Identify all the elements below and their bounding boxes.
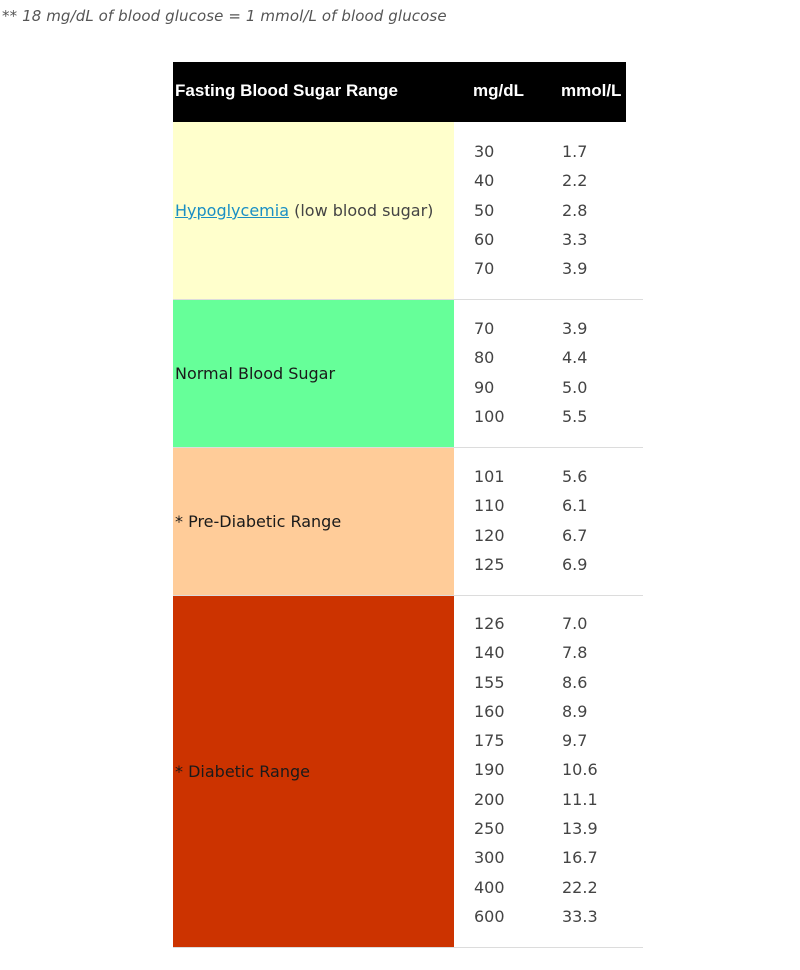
- value-row: 400 22.2: [474, 873, 644, 902]
- conversion-note: ** 18 mg/dL of blood glucose = 1 mmol/L …: [2, 7, 447, 25]
- mg-value: 190: [474, 760, 505, 780]
- value-row: 80 4.4: [474, 343, 644, 372]
- mmol-value: 7.8: [562, 643, 588, 663]
- mg-value: 30: [474, 142, 495, 161]
- value-row: 110 6.1: [474, 491, 644, 520]
- header-range: Fasting Blood Sugar Range: [175, 81, 398, 100]
- mmol-value: 4.4: [562, 348, 588, 368]
- mg-value: 160: [474, 701, 505, 721]
- range-label-cell: Hypoglycemia (low blood sugar): [173, 122, 454, 299]
- mg-value: 70: [474, 319, 495, 338]
- mmol-value: 5.6: [562, 467, 588, 486]
- mg-value: 126: [474, 614, 505, 633]
- range-label-cell: * Pre-Diabetic Range: [173, 448, 454, 595]
- value-row: 190 10.6: [474, 755, 644, 784]
- mmol-value: 3.3: [562, 229, 588, 249]
- value-row: 70 3.9: [474, 314, 644, 343]
- mmol-value: 3.9: [562, 259, 588, 279]
- mmol-value: 3.9: [562, 319, 588, 338]
- mmol-value: 16.7: [562, 848, 598, 868]
- mmol-value: 22.2: [562, 877, 598, 897]
- mg-value: 140: [474, 643, 505, 663]
- range-label-cell: Normal Blood Sugar: [173, 300, 454, 447]
- mg-value: 60: [474, 229, 495, 249]
- mg-value: 110: [474, 496, 505, 516]
- value-row: 155 8.6: [474, 668, 644, 697]
- mg-value: 300: [474, 848, 505, 868]
- range-label: * Diabetic Range: [175, 762, 310, 781]
- mmol-value: 11.1: [562, 789, 598, 809]
- value-row: 70 3.9: [474, 254, 644, 283]
- mg-value: 80: [474, 348, 495, 368]
- value-row: 40 2.2: [474, 166, 644, 195]
- value-row: 160 8.9: [474, 697, 644, 726]
- blood-sugar-table: Fasting Blood Sugar Range mg/dL mmol/L H…: [173, 62, 653, 948]
- hypoglycemia-link[interactable]: Hypoglycemia: [175, 201, 289, 220]
- header-mg-dl: mg/dL: [473, 81, 524, 100]
- header-mmol-l: mmol/L: [561, 81, 622, 100]
- mmol-value: 9.7: [562, 731, 588, 751]
- mmol-value: 8.6: [562, 672, 588, 692]
- value-row: 600 33.3: [474, 902, 644, 931]
- value-row: 175 9.7: [474, 726, 644, 755]
- mmol-value: 6.9: [562, 554, 588, 574]
- mg-value: 101: [474, 467, 505, 486]
- value-row: 100 5.5: [474, 402, 644, 431]
- value-row: 101 5.6: [474, 462, 644, 491]
- mg-value: 175: [474, 731, 505, 751]
- mmol-value: 8.9: [562, 701, 588, 721]
- value-row: 90 5.0: [474, 373, 644, 402]
- mg-value: 120: [474, 525, 505, 545]
- values-list: 70 3.9 80 4.4 90 5.0 100 5.5: [474, 314, 644, 431]
- range-normal: Normal Blood Sugar 70 3.9 80 4.4 90 5.0 100…: [173, 300, 643, 448]
- mmol-value: 5.5: [562, 406, 588, 426]
- range-pre-diabetic: * Pre-Diabetic Range 101 5.6 110 6.1 120 6.…: [173, 448, 643, 596]
- range-diabetic: * Diabetic Range 126 7.0 140 7.8 155 8.6 16…: [173, 596, 643, 948]
- mmol-value: 33.3: [562, 906, 598, 926]
- mg-value: 400: [474, 877, 505, 897]
- mg-value: 100: [474, 406, 505, 426]
- table-header: Fasting Blood Sugar Range mg/dL mmol/L: [173, 62, 626, 122]
- mg-value: 50: [474, 200, 495, 220]
- values-list: 30 1.7 40 2.2 50 2.8 60 3.3 70 3.9: [474, 137, 644, 283]
- mg-value: 600: [474, 906, 505, 926]
- value-row: 120 6.7: [474, 521, 644, 550]
- range-label-cell: * Diabetic Range: [173, 596, 454, 947]
- mg-value: 155: [474, 672, 505, 692]
- mg-value: 125: [474, 554, 505, 574]
- values-list: 101 5.6 110 6.1 120 6.7 125 6.9: [474, 462, 644, 579]
- range-label: * Pre-Diabetic Range: [175, 512, 342, 531]
- mmol-value: 6.1: [562, 496, 588, 516]
- value-row: 250 13.9: [474, 814, 644, 843]
- mmol-value: 1.7: [562, 142, 588, 161]
- mmol-value: 13.9: [562, 819, 598, 839]
- value-row: 50 2.8: [474, 196, 644, 225]
- range-label: Normal Blood Sugar: [175, 364, 336, 383]
- range-hypoglycemia: Hypoglycemia (low blood sugar) 30 1.7 40 2…: [173, 122, 643, 300]
- range-label-suffix: (low blood sugar): [289, 201, 434, 220]
- mmol-value: 5.0: [562, 377, 588, 397]
- mg-value: 40: [474, 171, 495, 191]
- mmol-value: 6.7: [562, 525, 588, 545]
- mg-value: 200: [474, 789, 505, 809]
- value-row: 126 7.0: [474, 609, 644, 638]
- value-row: 140 7.8: [474, 638, 644, 667]
- values-list: 126 7.0 140 7.8 155 8.6 160 8.9 175 9.7 190 10…: [474, 609, 644, 931]
- mg-value: 90: [474, 377, 495, 397]
- mg-value: 70: [474, 259, 495, 279]
- value-row: 60 3.3: [474, 225, 644, 254]
- value-row: 300 16.7: [474, 843, 644, 872]
- mmol-value: 7.0: [562, 614, 588, 633]
- mmol-value: 10.6: [562, 760, 598, 780]
- value-row: 200 11.1: [474, 785, 644, 814]
- range-label: Hypoglycemia (low blood sugar): [173, 201, 433, 220]
- value-row: 30 1.7: [474, 137, 644, 166]
- mmol-value: 2.2: [562, 171, 588, 191]
- mmol-value: 2.8: [562, 200, 588, 220]
- mg-value: 250: [474, 819, 505, 839]
- value-row: 125 6.9: [474, 550, 644, 579]
